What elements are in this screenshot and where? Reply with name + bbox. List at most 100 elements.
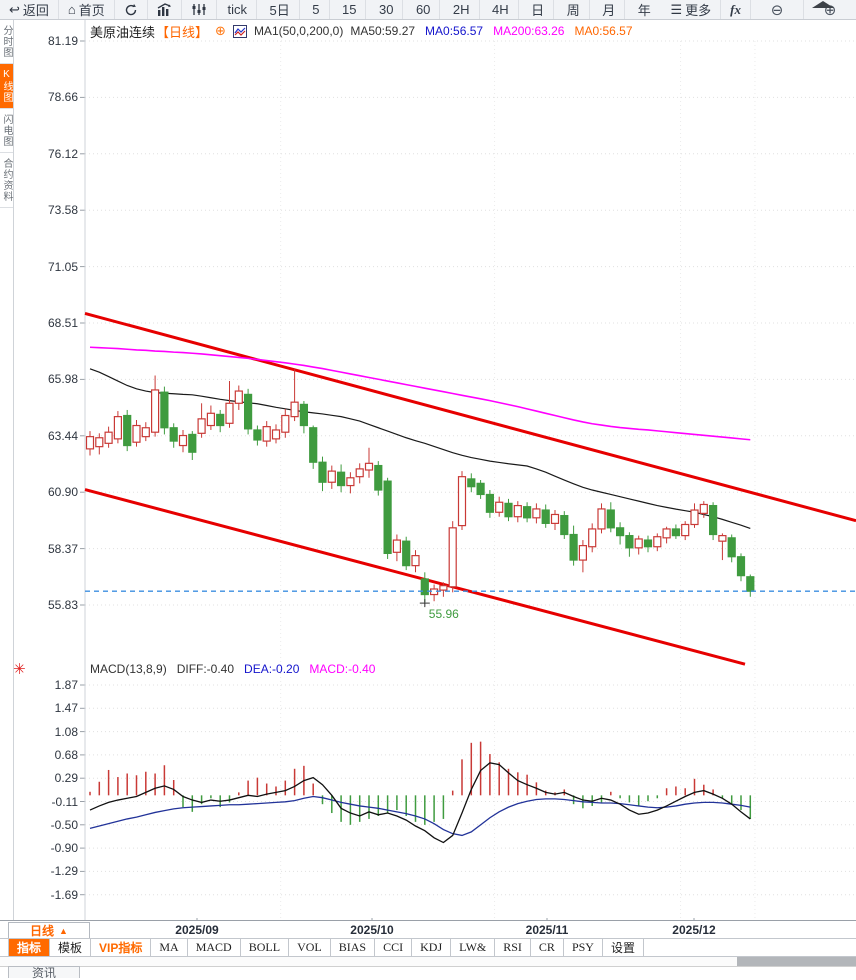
indicator-tab-BIAS[interactable]: BIAS	[330, 939, 376, 956]
price-axis-label: 68.51	[47, 316, 78, 330]
macd-axis-label: 1.47	[54, 701, 78, 716]
hamburger-icon: ☰	[670, 2, 683, 17]
indicator-tab-PSY[interactable]: PSY	[563, 939, 603, 956]
sidebar-item-0[interactable]: 分时图	[0, 20, 13, 64]
macd-axis-label: -0.90	[50, 841, 78, 856]
price-axis-label: 58.37	[47, 541, 78, 556]
price-axis-label: 71.05	[47, 259, 78, 274]
chevron-up-icon: ▲	[59, 925, 68, 936]
more-button[interactable]: ☰ 更多	[661, 0, 722, 19]
indicator-tab-指标[interactable]: 指标	[8, 939, 51, 956]
line-chart-icon[interactable]	[232, 24, 247, 38]
chart-type-button[interactable]	[148, 0, 182, 19]
symbol-title: 美原油连续	[90, 24, 156, 40]
macd-value-labels: DIFF:-0.40 DEA:-0.20 MACD:-0.40	[177, 662, 376, 676]
period-button-group: tick 5日 5 15 30 60 2H 4H 日周月年	[217, 0, 662, 19]
zoom-out-icon: ⊖	[770, 1, 784, 19]
ma-value-0: MA50:59.27	[350, 24, 416, 38]
macd-axis-label: 0.68	[54, 747, 78, 762]
x-axis-label: 2025/10	[350, 923, 394, 937]
back-arrow-icon: ↩	[9, 2, 20, 17]
indicator-tab-MA[interactable]: MA	[151, 939, 188, 956]
sidebar-item-3[interactable]: 合约资料	[0, 153, 13, 208]
period-button-年[interactable]: 年	[637, 3, 651, 18]
sidebar-item-2[interactable]: 闪电图	[0, 109, 13, 153]
price-axis-label: 78.66	[47, 90, 78, 105]
price-axis-label: 73.58	[47, 203, 78, 218]
period-button-30[interactable]: 30	[370, 0, 404, 19]
x-axis-label: 2025/09	[175, 923, 219, 937]
macd-pane-header: MACD(13,8,9) DIFF:-0.40 DEA:-0.20 MACD:-0.…	[90, 661, 375, 676]
ma-value-1: MA0:56.57	[425, 24, 484, 38]
x-axis-row: 日线 ▲	[0, 920, 856, 939]
period-button-tick[interactable]: tick	[219, 0, 258, 19]
refresh-button[interactable]	[115, 0, 148, 19]
zoom-out-button[interactable]: ⊖	[751, 0, 804, 19]
scrollbar-thumb[interactable]	[737, 957, 856, 966]
dif-line	[89, 762, 751, 844]
price-axis-label: 60.90	[47, 485, 78, 500]
ma50-line	[89, 368, 751, 530]
indicator-settings-icon[interactable]: ✳	[13, 661, 26, 678]
ma-value-labels: MA50:59.27 MA0:56.57 MA200:63.26 MA0:56.57	[350, 24, 632, 38]
period-tag: 【日线】	[156, 24, 209, 40]
macd-value-2: MACD:-0.40	[309, 661, 376, 676]
indicator-tab-CCI[interactable]: CCI	[375, 939, 413, 956]
macd-value-1: DEA:-0.20	[244, 661, 300, 676]
macd-axis-label: -0.11	[51, 794, 78, 809]
macd-param-label: MACD(13,8,9)	[90, 661, 167, 676]
macd-axis-label: 1.08	[54, 724, 78, 739]
news-tab[interactable]: 资讯	[8, 966, 80, 980]
refresh-icon	[125, 3, 136, 15]
fx-icon: fx	[730, 1, 741, 17]
indicator-tab-VOL[interactable]: VOL	[289, 939, 331, 956]
macd-axis-label: 0.29	[54, 771, 78, 786]
low-annotation: 55.96	[428, 607, 459, 622]
period-button-周[interactable]: 周	[558, 0, 590, 19]
indicator-tab-CR[interactable]: CR	[530, 939, 564, 956]
price-axis-label: 81.19	[47, 34, 78, 48]
sliders-icon	[192, 4, 206, 15]
price-axis-label: 65.98	[47, 372, 78, 387]
period-selector-label: 日线	[30, 924, 55, 938]
candle-style-button[interactable]	[182, 0, 217, 19]
horizontal-scrollbar[interactable]	[0, 957, 856, 967]
indicator-tab-RSI[interactable]: RSI	[495, 939, 531, 956]
collapse-panel-handle[interactable]	[812, 1, 834, 8]
macd-value-0: DIFF:-0.40	[176, 661, 235, 676]
indicator-tab-BOLL[interactable]: BOLL	[240, 939, 290, 956]
macd-axis-label: 1.87	[54, 678, 78, 692]
dea-line	[89, 795, 751, 837]
more-label: 更多	[685, 3, 712, 18]
sidebar-item-1[interactable]: K线图	[0, 64, 13, 109]
bar-chart-icon	[157, 3, 171, 16]
indicator-tab-MACD[interactable]: MACD	[187, 939, 241, 956]
period-button-4H[interactable]: 4H	[483, 0, 519, 19]
indicator-tab-KDJ[interactable]: KDJ	[412, 939, 452, 956]
home-icon: ⌂	[67, 2, 76, 17]
period-button-5[interactable]: 5	[303, 0, 330, 19]
indicator-tab-VIP指标[interactable]: VIP指标	[91, 939, 152, 956]
indicator-tab-LW&[interactable]: LW&	[451, 939, 496, 956]
ma200-line	[89, 346, 751, 441]
price-axis-label: 63.44	[47, 428, 78, 443]
period-selector[interactable]: 日线 ▲	[8, 922, 90, 939]
add-indicator-icon[interactable]: ⊕	[215, 23, 226, 38]
period-button-60[interactable]: 60	[407, 0, 441, 19]
period-button-日[interactable]: 日	[522, 0, 555, 19]
back-button[interactable]: ↩ 返回	[0, 0, 59, 19]
macd-axis-label: -0.50	[50, 817, 78, 832]
indicator-tab-模板[interactable]: 模板	[50, 939, 92, 956]
top-toolbar: ↩ 返回 ⌂ 首页 tick 5日 5 15 30 60 2H 4H 日周月年	[0, 0, 856, 20]
candles	[85, 369, 755, 603]
fx-indicator-button[interactable]: fx	[721, 0, 751, 19]
price-axis-label: 76.12	[47, 146, 78, 161]
x-axis-label: 2025/11	[525, 923, 569, 937]
period-button-15[interactable]: 15	[333, 0, 367, 19]
period-button-月[interactable]: 月	[593, 0, 626, 19]
period-button-2H[interactable]: 2H	[444, 0, 480, 19]
home-button[interactable]: ⌂ 首页	[59, 0, 115, 19]
period-button-5日[interactable]: 5日	[261, 0, 300, 19]
indicator-tab-设置[interactable]: 设置	[602, 939, 644, 956]
